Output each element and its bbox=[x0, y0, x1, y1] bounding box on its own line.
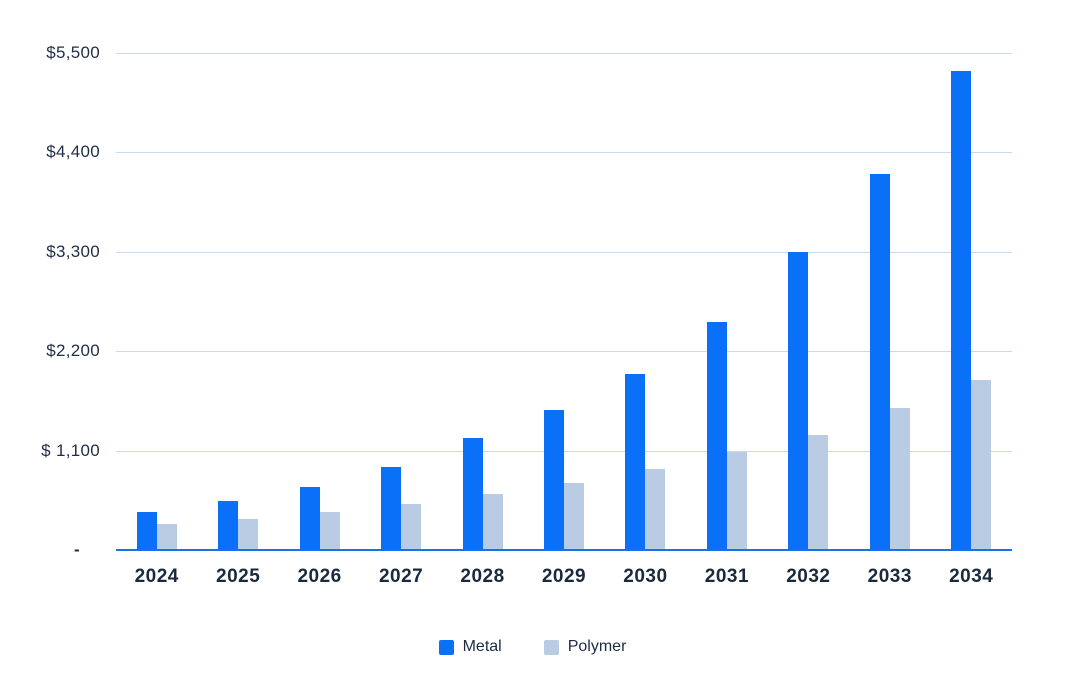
x-tick-label-2025: 2025 bbox=[216, 566, 261, 587]
bar-polymer-2027 bbox=[401, 503, 422, 550]
bar-metal-2024 bbox=[136, 512, 157, 550]
gridline bbox=[116, 251, 1012, 253]
gridline bbox=[116, 351, 1012, 353]
bar-metal-2032 bbox=[788, 251, 809, 550]
y-tick-label: $ 1,100 bbox=[41, 440, 100, 460]
gridline bbox=[116, 53, 1012, 54]
legend-item-polymer: Polymer bbox=[543, 638, 627, 656]
bar-metal-2030 bbox=[625, 373, 646, 550]
bar-polymer-2034 bbox=[971, 380, 992, 550]
legend-swatch-polymer-icon bbox=[543, 639, 559, 655]
bar-polymer-2029 bbox=[563, 483, 584, 550]
bar-metal-2029 bbox=[543, 409, 564, 550]
bar-metal-2028 bbox=[462, 437, 483, 550]
x-axis-line bbox=[116, 549, 1012, 551]
y-tick-label: $4,400 bbox=[46, 142, 100, 162]
bar-polymer-2025 bbox=[238, 519, 259, 550]
bar-polymer-2030 bbox=[645, 468, 666, 550]
x-tick-label-2034: 2034 bbox=[949, 566, 994, 587]
bar-group-2033 bbox=[849, 53, 930, 550]
legend-item-metal: Metal bbox=[438, 638, 502, 656]
x-tick-label-2031: 2031 bbox=[704, 566, 750, 587]
y-axis-labels: $5,500 $4,400 $3,300 $2,200 $ 1,100 - bbox=[0, 43, 100, 559]
x-tick-label-2032: 2032 bbox=[786, 566, 831, 587]
bar-polymer-2026 bbox=[319, 512, 340, 550]
bar-polymer-2033 bbox=[889, 408, 910, 550]
bar-groups bbox=[116, 53, 1012, 550]
bar-group-2026 bbox=[279, 53, 360, 550]
gridline bbox=[116, 450, 1012, 452]
x-tick-label-2027: 2027 bbox=[378, 566, 424, 587]
x-tick-label-2029: 2029 bbox=[541, 566, 587, 587]
y-tick-label: - bbox=[74, 540, 80, 559]
legend-label: Metal bbox=[462, 638, 502, 655]
gridline bbox=[116, 152, 1012, 154]
bar-polymer-2032 bbox=[808, 435, 829, 550]
y-tick-label: $2,200 bbox=[46, 341, 100, 361]
bar-group-2024 bbox=[116, 53, 197, 550]
bar-group-2031 bbox=[686, 53, 767, 550]
bar-metal-2033 bbox=[869, 174, 890, 550]
bar-metal-2034 bbox=[951, 71, 972, 550]
bar-polymer-2028 bbox=[482, 493, 503, 550]
bar-group-2030 bbox=[605, 53, 686, 550]
bar-group-2034 bbox=[931, 53, 1012, 550]
x-tick-label-2030: 2030 bbox=[623, 566, 668, 587]
bar-metal-2031 bbox=[706, 322, 727, 550]
bar-group-2025 bbox=[197, 53, 278, 550]
bar-polymer-2031 bbox=[726, 452, 747, 550]
bar-group-2032 bbox=[768, 53, 849, 550]
x-tick-label-2026: 2026 bbox=[297, 566, 342, 587]
x-tick-label-2033: 2033 bbox=[867, 566, 912, 587]
y-tick-label: $5,500 bbox=[46, 43, 100, 62]
bar-metal-2026 bbox=[299, 486, 320, 550]
legend: Metal Polymer bbox=[0, 638, 1065, 656]
plot-area bbox=[116, 53, 1012, 551]
bar-group-2028 bbox=[442, 53, 523, 550]
x-tick-label-2028: 2028 bbox=[460, 566, 505, 587]
bar-metal-2025 bbox=[218, 501, 239, 550]
legend-label: Polymer bbox=[567, 638, 627, 655]
bar-group-2029 bbox=[523, 53, 604, 550]
bar-polymer-2024 bbox=[156, 523, 177, 550]
legend-swatch-metal-icon bbox=[438, 639, 454, 655]
y-tick-label: $3,300 bbox=[46, 241, 100, 261]
x-axis-labels: 2024 2025 2026 2027 2028 2029 2030 2031 2032 2033… bbox=[116, 566, 1012, 588]
x-tick-label-2024: 2024 bbox=[134, 566, 179, 587]
bar-metal-2027 bbox=[381, 466, 402, 550]
bar-group-2027 bbox=[360, 53, 441, 550]
